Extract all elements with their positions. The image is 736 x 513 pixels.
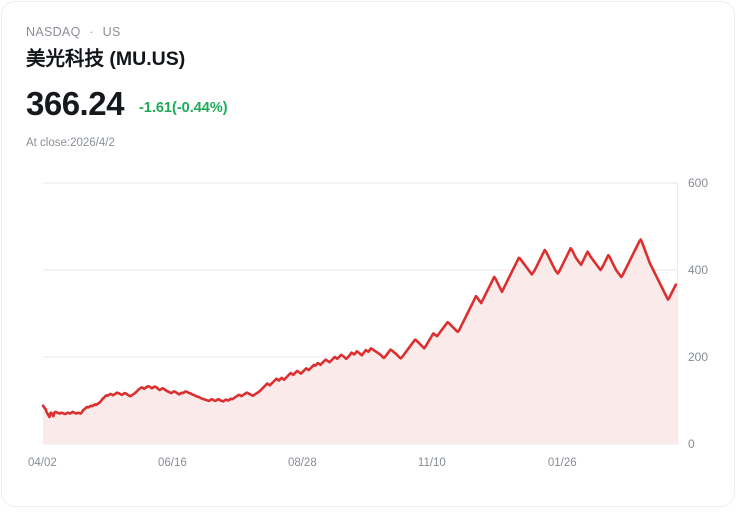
price-line — [41, 238, 679, 419]
market-status-text: At close:2026/4/2 — [26, 137, 115, 149]
region-label: US — [102, 25, 121, 39]
x-axis-tick-label: 08/28 — [287, 457, 317, 469]
y-axis-tick-label: 600 — [688, 176, 709, 190]
current-price: 366.24 — [26, 85, 124, 122]
y-axis-tick-label: 0 — [688, 437, 695, 451]
quote-header: NASDAQ · US 美光科技 (MU.US) 366.24 -1.61(-0… — [26, 24, 686, 151]
exchange-region-row: NASDAQ · US — [26, 24, 686, 40]
x-axis-tick-label: 06/16 — [157, 457, 187, 469]
price-change-badge: -1.61(-0.44%) — [138, 100, 228, 116]
page-title: 美光科技 (MU.US) — [26, 48, 186, 70]
separator-dot: · — [89, 25, 94, 39]
price-chart[interactable]: 600 400 200 0 04/02 06/16 08/28 11/10 01/26 — [2, 162, 734, 487]
y-axis-tick-label: 200 — [688, 350, 709, 364]
price-area-fill — [43, 239, 677, 444]
price-row: 366.24 -1.61(-0.44%) — [26, 86, 686, 122]
chart-canvas — [41, 182, 679, 445]
y-axis-tick-label: 400 — [688, 263, 709, 277]
x-axis-tick-label: 11/10 — [417, 457, 446, 469]
x-axis-tick-label: 04/02 — [28, 457, 57, 469]
x-axis-tick-label: 01/26 — [547, 457, 577, 469]
exchange-label: NASDAQ — [26, 25, 81, 39]
